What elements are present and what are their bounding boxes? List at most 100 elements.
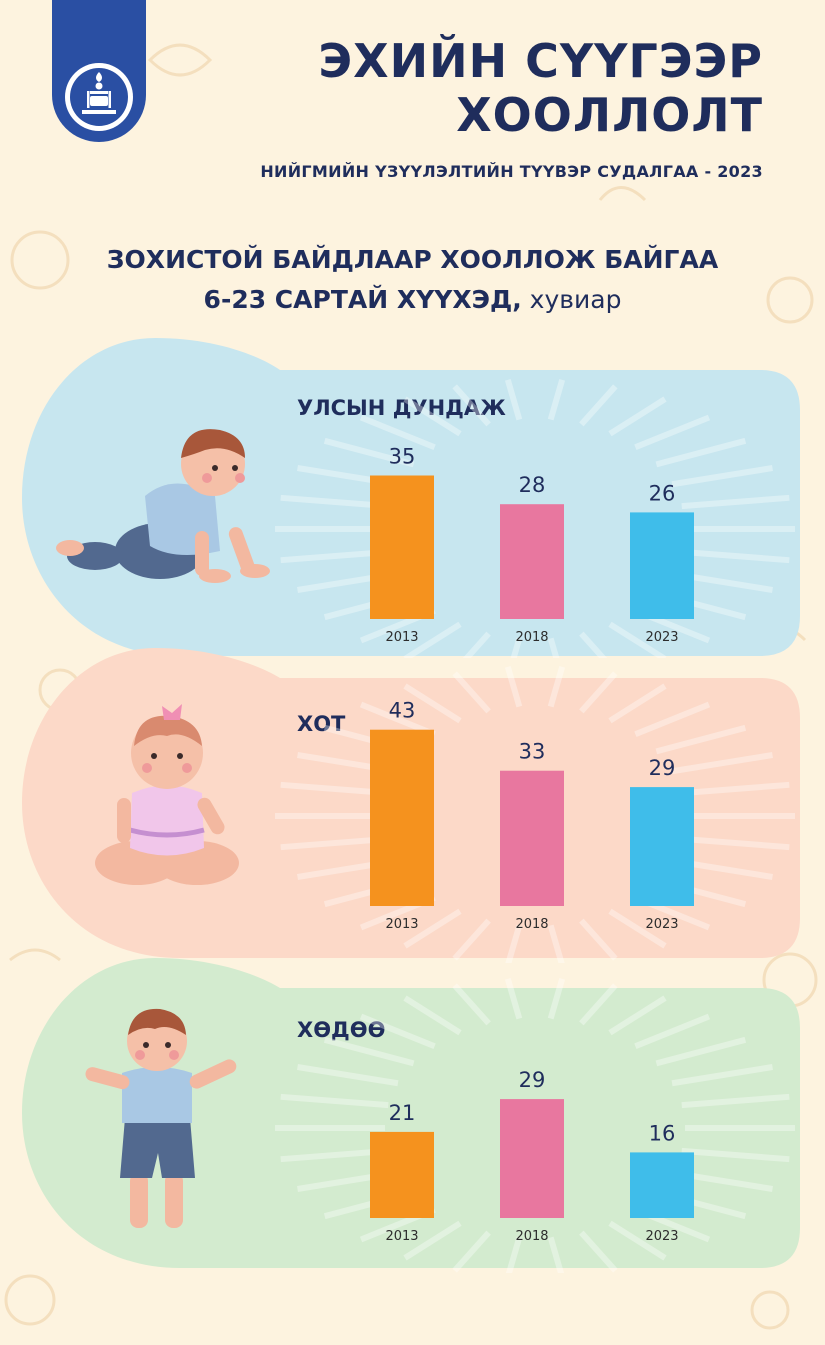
ray — [579, 671, 618, 714]
ray — [296, 1064, 399, 1087]
crawling-baby-icon — [56, 429, 270, 583]
ray — [547, 665, 566, 708]
x-tick-label-2013: 2013 — [385, 1229, 418, 1244]
ray — [608, 1220, 667, 1261]
data-label-2023: 29 — [649, 756, 676, 780]
ray — [608, 908, 667, 949]
ray — [634, 1013, 711, 1050]
ray — [359, 414, 436, 451]
standing-baby-icon — [85, 1008, 237, 1228]
ray — [579, 631, 608, 658]
ray — [452, 384, 491, 427]
bar-chart-city: 43 2013 33 2018 29 2023 — [275, 665, 795, 963]
ray — [403, 1220, 462, 1261]
panel-title-city: ХОТ — [297, 712, 346, 736]
sunburst-rays — [275, 378, 795, 658]
x-tick-label-2013: 2013 — [385, 630, 418, 645]
x-tick-label-2013: 2013 — [385, 917, 418, 932]
page-title: ЭХИЙН СҮҮГЭЭР ХООЛЛОЛТ — [318, 34, 763, 142]
ray — [579, 1230, 618, 1273]
data-label-2023: 26 — [649, 481, 676, 505]
bar-2023 — [630, 512, 694, 619]
ray — [608, 995, 667, 1036]
ray — [681, 1147, 790, 1163]
panel-background — [22, 958, 800, 1268]
bar-2018 — [500, 770, 564, 906]
ray — [655, 724, 747, 755]
ray — [681, 1093, 790, 1109]
panel-title-national: УЛСЫН ДУНДАЖ — [297, 396, 506, 420]
x-tick-label-2023: 2023 — [645, 630, 678, 645]
ray — [608, 396, 667, 437]
panel-rural: ХӨДӨӨ 21 2013 29 2018 16 2023 — [0, 958, 825, 1273]
x-tick-label-2018: 2018 — [515, 1229, 548, 1244]
ray — [681, 548, 790, 564]
data-label-2023: 16 — [649, 1121, 676, 1145]
chart-heading-line-2: 6-23 САРТАЙ ХҮҮХЭД, хувиар — [0, 280, 825, 320]
ray — [608, 683, 667, 724]
ray — [634, 414, 711, 451]
bar-chart-national: 35 2013 28 2018 26 2023 — [275, 378, 795, 658]
ray — [323, 1036, 415, 1067]
data-label-2018: 33 — [519, 740, 546, 764]
ray — [671, 1064, 774, 1087]
ray — [403, 995, 462, 1036]
ray — [547, 924, 565, 963]
ray — [505, 1236, 523, 1273]
ray — [608, 621, 667, 658]
x-tick-label-2023: 2023 — [645, 1229, 678, 1244]
ray — [547, 977, 566, 1020]
soyombo-emblem-icon — [65, 63, 133, 131]
ray — [681, 835, 790, 851]
ray — [504, 378, 523, 421]
ray — [681, 494, 790, 510]
x-tick-label-2018: 2018 — [515, 917, 548, 932]
data-label-2013: 21 — [389, 1101, 416, 1125]
ray — [359, 701, 436, 738]
sunburst-rays — [275, 665, 795, 963]
ray — [452, 983, 491, 1026]
ray — [671, 752, 774, 775]
ray — [452, 671, 491, 714]
ray — [579, 384, 618, 427]
x-tick-label-2023: 2023 — [645, 917, 678, 932]
panel-title-rural: ХӨДӨӨ — [297, 1018, 386, 1042]
ray — [462, 631, 491, 658]
ray — [547, 378, 566, 421]
ray — [504, 665, 523, 708]
ray — [505, 924, 523, 963]
ray — [579, 918, 618, 961]
logo-badge — [52, 0, 146, 142]
data-label-2018: 28 — [519, 473, 546, 497]
chart-heading: ЗОХИСТОЙ БАЙДЛААР ХООЛЛОЖ БАЙГАА 6-23 СА… — [0, 240, 825, 320]
panel-national: УЛСЫН ДУНДАЖ 35 2013 28 2018 26 2023 — [0, 338, 825, 658]
ray — [403, 396, 462, 437]
bar-2013 — [370, 729, 434, 906]
bar-chart-rural: 21 2013 29 2018 16 2023 — [275, 977, 795, 1273]
ray — [579, 983, 618, 1026]
sitting-baby-icon — [95, 704, 239, 885]
ray — [510, 637, 523, 658]
ray — [403, 908, 462, 949]
ray — [280, 1093, 389, 1109]
panel-city: ХОТ 43 2013 33 2018 29 2023 — [0, 648, 825, 963]
bar-2013 — [370, 475, 434, 619]
ray — [403, 621, 462, 658]
title-line-1: ЭХИЙН СҮҮГЭЭР — [318, 34, 763, 88]
ray — [671, 465, 774, 488]
ray — [655, 437, 747, 468]
bar-2023 — [630, 787, 694, 906]
ray — [547, 637, 560, 658]
bar-2018 — [500, 1099, 564, 1218]
bar-2018 — [500, 504, 564, 619]
ray — [359, 1013, 436, 1050]
ray — [323, 437, 415, 468]
ray — [655, 1036, 747, 1067]
title-line-2: ХООЛЛОЛТ — [456, 88, 763, 142]
ray — [452, 1230, 491, 1273]
bar-2023 — [630, 1152, 694, 1218]
data-label-2013: 43 — [389, 699, 416, 723]
data-label-2013: 35 — [389, 445, 416, 469]
x-tick-label-2018: 2018 — [515, 630, 548, 645]
ray — [403, 683, 462, 724]
